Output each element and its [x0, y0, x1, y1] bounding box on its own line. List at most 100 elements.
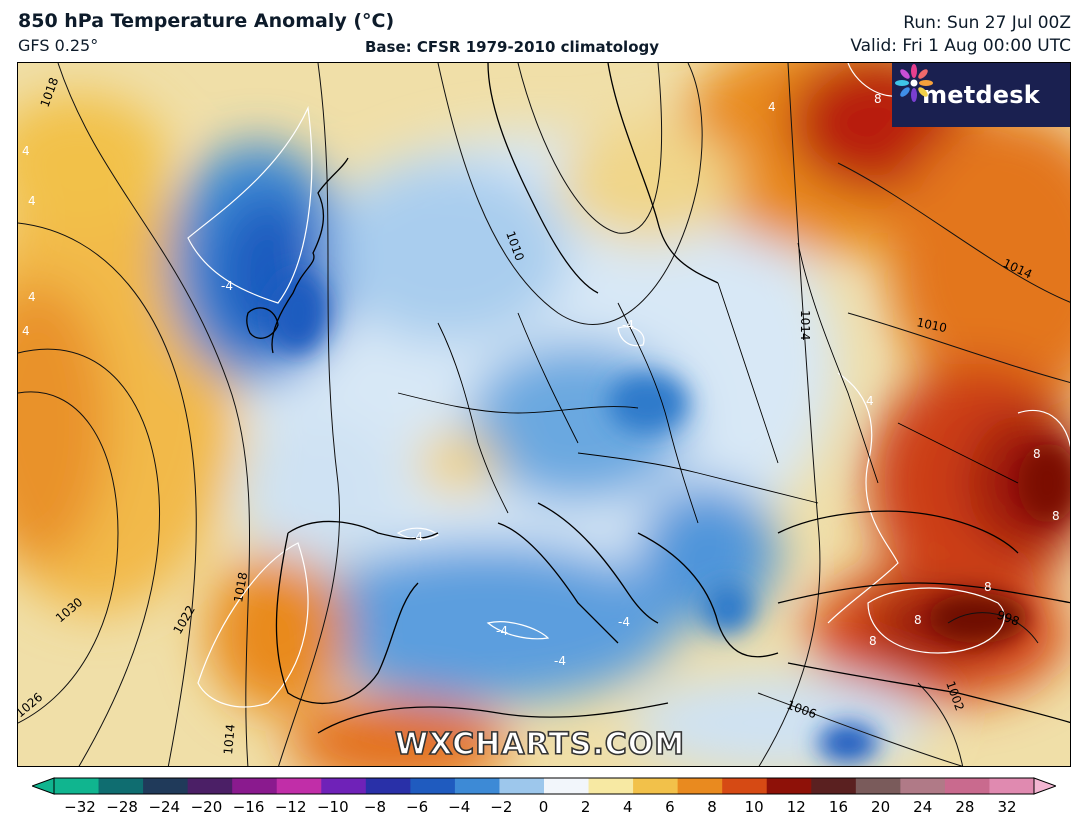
- border-line-1: [397, 392, 639, 414]
- contour-minus4-poland: [617, 326, 645, 347]
- anomaly-label: 8: [984, 580, 992, 594]
- coast-north-africa: [317, 702, 669, 734]
- pinwheel-icon: [895, 64, 933, 102]
- border-line-8: [897, 422, 1019, 484]
- colorbar-frame: [53, 777, 1035, 795]
- contour-8-caspian: [1017, 409, 1070, 449]
- colorbar-tick-label: −32: [64, 798, 96, 816]
- colorbar-ticks: −32 −28 −24 −20 −16 −12 −10 −8 −6 −4 −2 0 2 4 6 8 10 12 16…: [0, 794, 1088, 824]
- coastlines: [246, 63, 1070, 734]
- contour-minus4-med: [486, 621, 550, 640]
- colorbar-tick-label: 28: [955, 798, 975, 816]
- isobar-1010-north: [437, 63, 703, 325]
- isobar-1022: [18, 222, 197, 766]
- isobar-label: 1014: [798, 310, 812, 341]
- anomaly-label: 4: [866, 394, 874, 408]
- isobar-1030: [18, 391, 119, 724]
- border-line-7: [797, 242, 879, 484]
- contour-8-anatolia: [867, 587, 1005, 654]
- colorbar-tick-label: −2: [490, 798, 513, 816]
- anomaly-label: -4: [554, 654, 566, 668]
- coast-ireland: [246, 307, 279, 339]
- valid-label: Valid: Fri 1 Aug 00:00 UTC: [850, 36, 1071, 56]
- colorbar-segment: [54, 778, 100, 794]
- isobar-1010-east: [847, 312, 1070, 383]
- isobar-1026: [18, 348, 161, 766]
- metdesk-logo: metdesk: [892, 63, 1070, 127]
- colorbar-tick-label: 4: [622, 798, 633, 816]
- contour-4-east: [827, 372, 899, 624]
- colorbar-segment: [766, 778, 812, 794]
- colorbar-min-arrow: [32, 777, 55, 795]
- anomaly-label: 4: [768, 100, 776, 114]
- colorbar-segment: [722, 778, 768, 794]
- wxcharts-watermark: WXCHARTS.COM: [394, 726, 686, 763]
- colorbar-segment: [410, 778, 456, 794]
- border-line-2: [437, 322, 509, 514]
- colorbar-segment: [900, 778, 946, 794]
- colorbar-segment: [321, 778, 367, 794]
- colorbar-segment: [98, 778, 144, 794]
- anomaly-map[interactable]: 1018 1030 1022 1026 1014 1018 1010 1014 …: [17, 62, 1071, 767]
- isobar-label: 1018: [231, 571, 250, 604]
- colorbar-segment: [499, 778, 545, 794]
- isobar-1014-east: [837, 162, 1070, 303]
- contour-minus4-pyrenees: [396, 527, 440, 540]
- colorbar-tick-label: −12: [274, 798, 307, 816]
- anomaly-label: 4: [22, 144, 30, 158]
- colorbar-segment: [633, 778, 679, 794]
- isobars: [18, 63, 1070, 766]
- contour-minus4-north-atlantic: [187, 105, 313, 304]
- colorbar-tick-label: −28: [106, 798, 138, 816]
- isobar-1010-inner: [517, 63, 663, 234]
- coast-british-isles: [271, 157, 349, 354]
- colorbar-segment: [989, 778, 1035, 794]
- colorbar-tick-label: −6: [406, 798, 429, 816]
- coast-anatolia-south: [787, 662, 1070, 724]
- anomaly-label-group: 4 4 4 4 -4 -4 -4 -4 -4 -4 8 8 8 8 8 4 4 …: [22, 92, 1060, 668]
- colorbar-tick-label: 8: [707, 798, 717, 816]
- border-line-6: [717, 282, 779, 464]
- isobar-label: 1010: [915, 315, 948, 335]
- anomaly-label: 4: [28, 290, 36, 304]
- chart-title: 850 hPa Temperature Anomaly (°C): [18, 10, 395, 32]
- colorbar-tick-label: −16: [232, 798, 265, 816]
- colorbar-segment: [811, 778, 857, 794]
- contour-4-iberia: [197, 542, 309, 708]
- logo-text: metdesk: [922, 81, 1040, 109]
- colorbar-segment: [544, 778, 590, 794]
- isobar-1014-central: [758, 63, 821, 766]
- coast-biscay: [287, 520, 439, 540]
- colorbar-tick-label: −24: [148, 798, 181, 816]
- colorbar-segment: [365, 778, 411, 794]
- anomaly-label: 8: [1052, 509, 1060, 523]
- coast-balkans: [637, 532, 779, 658]
- colorbar-tick-label: 0: [538, 798, 549, 816]
- colorbar-segment: [454, 778, 501, 794]
- colorbar-tick-label: 10: [744, 798, 764, 816]
- anomaly-label: -4: [496, 624, 508, 638]
- colorbar-tick-label: −4: [448, 798, 471, 816]
- colorbar-segment: [588, 778, 634, 794]
- colorbar-tick-label: −8: [363, 798, 387, 816]
- anomaly-label: -4: [411, 530, 423, 544]
- coast-iberia: [275, 532, 419, 705]
- run-label: Run: Sun 27 Jul 00Z: [903, 13, 1071, 33]
- colorbar-tick-label: 20: [871, 798, 891, 816]
- isobar-label: 1014: [221, 724, 238, 756]
- colorbar-segment: [855, 778, 901, 794]
- colorbar-segment: [677, 778, 723, 794]
- coast-italy-west: [497, 522, 619, 644]
- anomaly-label: -4: [618, 615, 630, 629]
- model-label: GFS 0.25°: [18, 36, 99, 55]
- colorbar: [32, 777, 1056, 795]
- border-line-3: [517, 312, 579, 444]
- colorbar-tick-label: 2: [580, 798, 591, 816]
- coast-italy-east: [537, 502, 659, 624]
- colorbar-segment: [232, 778, 278, 794]
- isobar-1018: [57, 63, 250, 766]
- isobar-1014-west: [278, 63, 341, 766]
- colorbar-tick-label: 6: [665, 798, 675, 816]
- colorbar-segment: [143, 778, 189, 794]
- colorbar-tick-label: −10: [316, 798, 349, 816]
